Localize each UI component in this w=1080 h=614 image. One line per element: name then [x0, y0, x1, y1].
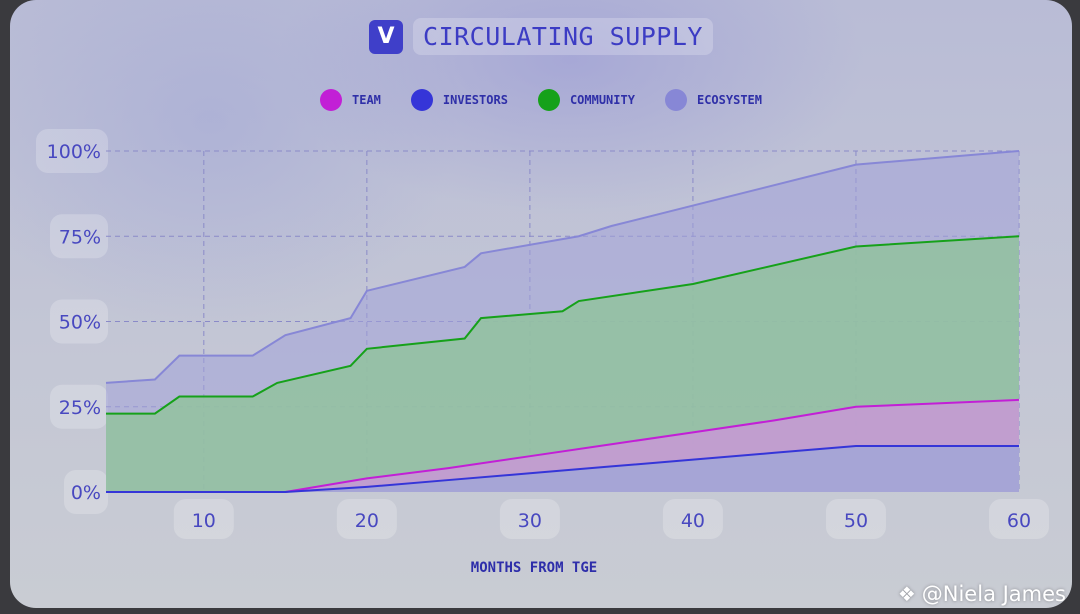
- legend-label-ecosystem: ECOSYSTEM: [696, 93, 762, 107]
- y-tick-pill-25: [50, 384, 108, 429]
- x-tick-label-60: 60: [1007, 510, 1031, 532]
- legend-item-investors: INVESTORS: [410, 89, 508, 111]
- legend-label-team: TEAM: [352, 93, 381, 107]
- legend: TEAM INVESTORS COMMUNITY ECOSYSTEM: [10, 89, 1072, 111]
- x-tick-label-40: 40: [681, 510, 705, 532]
- line-investors: [106, 444, 1019, 493]
- x-tick-pill-40: [662, 499, 723, 539]
- watermark-text: @Niela James: [921, 582, 1066, 606]
- x-tick-pill-30: [499, 499, 560, 539]
- line-ecosystem: [105, 150, 1020, 384]
- legend-dot-investors: [410, 89, 433, 111]
- y-tick-pill-100: [36, 129, 108, 173]
- y-tick-pill-0: [64, 470, 108, 514]
- x-tick-pill-10: [173, 499, 234, 539]
- x-tick-pill-60: [989, 499, 1049, 539]
- legend-item-team: TEAM: [320, 89, 381, 111]
- legend-item-ecosystem: ECOSYSTEM: [664, 89, 762, 111]
- legend-label-community: COMMUNITY: [569, 93, 635, 107]
- y-axis: 0% 25% 50% 75% 100%: [36, 129, 108, 514]
- line-team: [106, 398, 1020, 493]
- chart-header: V CIRCULATING SUPPLY: [10, 18, 1072, 55]
- legend-dot-community: [537, 89, 560, 111]
- x-tick-pill-20: [336, 499, 397, 539]
- x-axis: 10 20 30 40 50 60: [173, 499, 1049, 539]
- x-axis-title: MONTHS FROM TGE: [471, 560, 597, 576]
- y-tick-label-75: 75%: [59, 226, 101, 248]
- legend-item-community: COMMUNITY: [537, 89, 635, 111]
- y-tick-label-50: 50%: [59, 312, 101, 334]
- diamond-logo-icon: ❖: [897, 582, 916, 606]
- y-tick-label-0: 0%: [71, 482, 101, 504]
- chart-title: CIRCULATING SUPPLY: [413, 18, 713, 55]
- x-tick-pill-50: [825, 499, 886, 539]
- y-tick-label-100: 100%: [47, 141, 101, 163]
- legend-dot-ecosystem: [664, 89, 687, 111]
- line-community: [106, 235, 1020, 415]
- y-tick-pill-50: [50, 299, 108, 344]
- area-investors: [106, 445, 1019, 492]
- legend-dot-team: [320, 89, 342, 111]
- x-tick-label-10: 10: [192, 510, 216, 532]
- y-tick-pill-75: [50, 214, 108, 259]
- x-tick-label-30: 30: [518, 510, 542, 532]
- plot-area: [105, 150, 1020, 493]
- brand-logo-icon: V: [369, 19, 404, 54]
- y-tick-label-25: 25%: [59, 397, 101, 419]
- legend-label-investors: INVESTORS: [442, 93, 508, 107]
- watermark: ❖ @Niela James: [898, 582, 1066, 606]
- x-tick-label-20: 20: [355, 510, 379, 532]
- x-tick-label-50: 50: [844, 510, 868, 532]
